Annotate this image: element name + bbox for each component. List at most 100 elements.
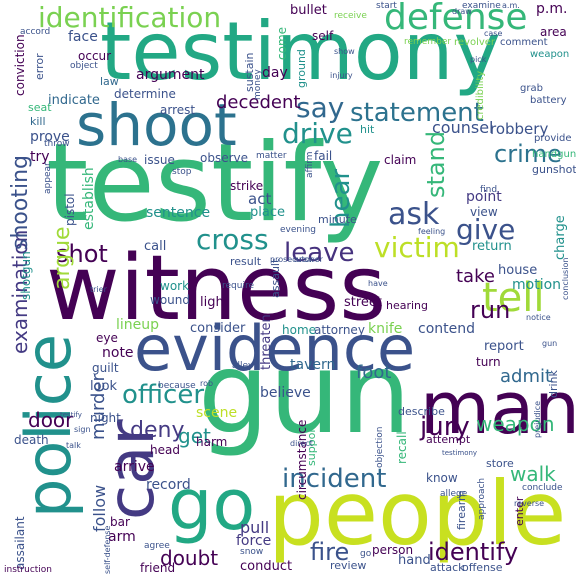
word-prove: prove bbox=[30, 129, 70, 145]
word-victim: victim bbox=[374, 231, 460, 264]
word-arm: arm bbox=[108, 529, 136, 545]
word-night: night bbox=[90, 411, 121, 425]
word-sign: sign bbox=[74, 425, 91, 434]
word-alley: alley bbox=[232, 361, 254, 371]
word-case: case bbox=[484, 29, 503, 38]
word-street: street bbox=[344, 295, 383, 310]
word-ask: ask bbox=[388, 197, 440, 232]
word-officer: officer bbox=[122, 380, 205, 410]
word-prosecutor: prosecutor bbox=[270, 255, 313, 264]
word-assailant: assailant bbox=[13, 516, 27, 570]
word-person: person bbox=[372, 543, 414, 557]
word-attack: attack bbox=[430, 561, 465, 574]
word-robbery: robbery bbox=[490, 120, 549, 138]
word-admit: admit bbox=[500, 366, 553, 387]
word-tavern: tavern bbox=[290, 357, 336, 373]
word-knife: knife bbox=[368, 321, 403, 337]
word-go-small: go bbox=[360, 549, 372, 559]
word-require: require bbox=[222, 281, 254, 291]
word-receive: receive bbox=[334, 11, 367, 21]
word-conclusion: conclusion bbox=[561, 257, 570, 300]
word-jury: jury bbox=[420, 412, 470, 442]
word-throw: throw bbox=[44, 139, 70, 149]
word-pick: pick bbox=[470, 55, 487, 64]
word-cross: cross bbox=[196, 223, 269, 256]
word-find: find bbox=[480, 185, 498, 195]
word-witness: witness bbox=[46, 236, 387, 341]
word-house: house bbox=[498, 263, 538, 278]
word-door: door bbox=[28, 408, 74, 432]
word-day: day bbox=[262, 65, 288, 81]
word-appear: appear bbox=[43, 162, 53, 194]
word-place: place bbox=[250, 205, 285, 220]
word-evidence: evidence bbox=[134, 312, 416, 385]
word-crime: crime bbox=[494, 140, 562, 168]
word-area: area bbox=[540, 25, 567, 39]
word-result: result bbox=[230, 255, 262, 268]
word-hearing: hearing bbox=[386, 299, 429, 312]
word-incident: incident bbox=[282, 464, 387, 494]
word-review: review bbox=[330, 559, 367, 572]
word-testify: testify bbox=[46, 121, 384, 246]
word-believe: believe bbox=[260, 385, 311, 401]
word-shooting: shooting bbox=[8, 155, 33, 250]
word-shotgun: shotgun bbox=[19, 251, 33, 300]
word-report: report bbox=[484, 339, 524, 354]
word-show: show bbox=[334, 47, 355, 56]
word-people: people bbox=[268, 462, 567, 565]
word-identification: identification bbox=[38, 1, 222, 34]
word-revolver: revolver bbox=[454, 37, 496, 48]
word-drive: drive bbox=[282, 117, 353, 150]
word-home: home bbox=[282, 323, 317, 337]
word-shoot: shoot bbox=[76, 91, 237, 159]
word-identify: identify bbox=[428, 538, 519, 566]
word-store: store bbox=[486, 457, 514, 470]
word-note: note bbox=[102, 345, 134, 361]
word-death: death bbox=[14, 433, 49, 447]
word-evening: evening bbox=[280, 225, 317, 235]
word-get: get bbox=[178, 424, 211, 448]
word-have: have bbox=[368, 279, 388, 288]
word-indicate: indicate bbox=[48, 93, 100, 108]
word-weapon: weapon bbox=[476, 412, 555, 436]
word-self-defense: self-defense bbox=[103, 525, 112, 574]
word-describe: describe bbox=[398, 405, 445, 418]
word-come: come bbox=[275, 26, 289, 60]
word-draw: draw bbox=[452, 7, 472, 16]
word-sentence: sentence bbox=[146, 205, 211, 221]
word-motion: motion bbox=[512, 277, 562, 293]
word-money: money bbox=[253, 69, 263, 100]
word-testimony-small: testimony bbox=[442, 449, 478, 457]
word-remember: remember bbox=[404, 37, 452, 47]
word-snow: snow bbox=[240, 547, 264, 557]
word-stand: stand bbox=[422, 130, 450, 198]
word-assault: assault bbox=[269, 258, 282, 298]
word-comment: comment bbox=[500, 37, 548, 48]
word-light: light bbox=[200, 295, 229, 310]
word-arrive: arrive bbox=[114, 459, 155, 475]
word-notice: notice bbox=[526, 313, 551, 322]
word-claim: claim bbox=[384, 153, 417, 167]
word-handgun: handgun bbox=[532, 149, 576, 160]
word-gunshot: gunshot bbox=[532, 163, 576, 176]
word-determine: determine bbox=[114, 87, 176, 101]
word-error: error bbox=[33, 53, 46, 80]
word-deny: deny bbox=[130, 418, 185, 443]
word-shot: shot bbox=[56, 240, 108, 268]
word-stop: stop bbox=[172, 167, 192, 177]
word-man: man bbox=[420, 366, 576, 450]
word-walk: walk bbox=[510, 462, 556, 486]
word-look: look bbox=[90, 379, 118, 394]
word-recall: recall bbox=[395, 431, 409, 464]
word-arrest: arrest bbox=[160, 103, 196, 117]
word-know: know bbox=[426, 471, 458, 485]
word-attempt: attempt bbox=[426, 433, 471, 446]
word-leave: leave bbox=[284, 238, 355, 268]
word-base: base bbox=[118, 155, 138, 164]
word-start: start bbox=[376, 1, 397, 11]
word-drink: drink bbox=[547, 370, 560, 398]
word-argument: argument bbox=[136, 67, 205, 83]
word-decedent: decedent bbox=[216, 92, 301, 113]
word-testify-small: testify bbox=[60, 411, 82, 419]
word-try: try bbox=[30, 149, 50, 165]
